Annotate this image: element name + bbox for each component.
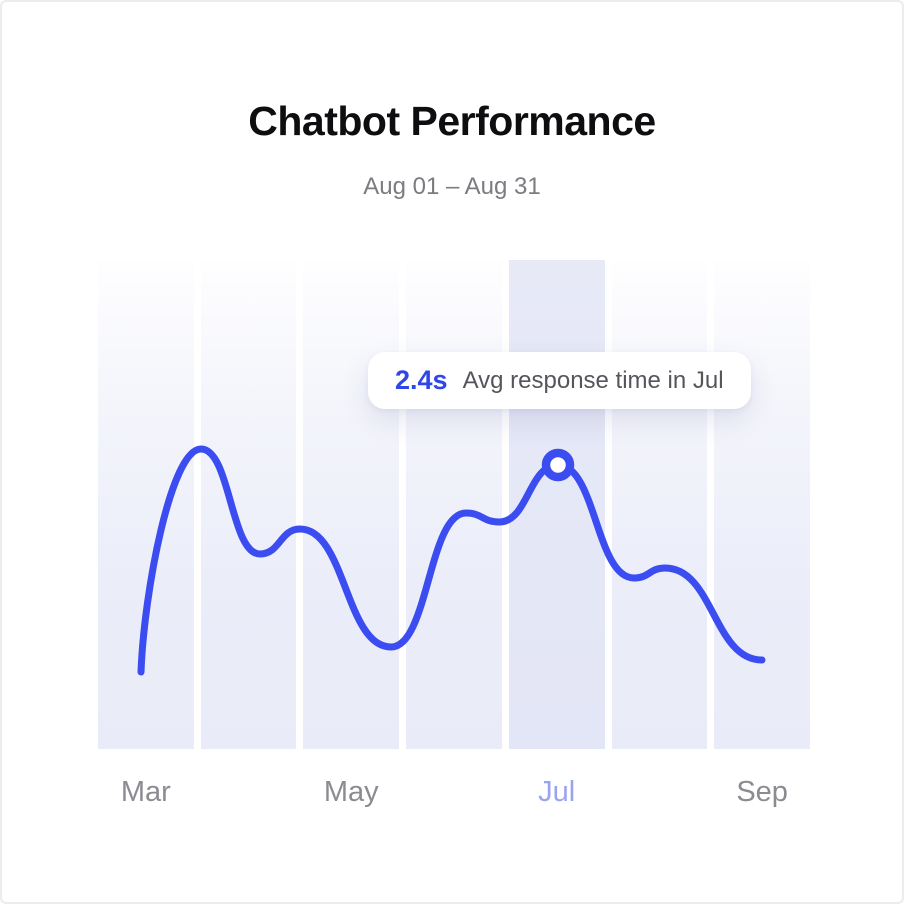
response-time-line-chart — [137, 445, 766, 676]
x-tick-label-mar: Mar — [120, 776, 171, 808]
tooltip-label: Avg response time in Jul — [462, 366, 724, 394]
month-column-mar — [98, 260, 194, 749]
x-axis-labels: Mar May Jul Sep — [98, 776, 810, 812]
card-header: Chatbot Performance Aug 01 – Aug 31 — [2, 98, 902, 201]
date-range-subtitle: Aug 01 – Aug 31 — [363, 173, 541, 200]
jul-data-point-marker[interactable] — [541, 448, 575, 482]
month-column-jun — [406, 260, 502, 749]
month-column-may — [303, 260, 400, 749]
month-column-apr — [200, 260, 297, 749]
month-column-aug — [611, 260, 708, 749]
data-point-tooltip: 2.4s Avg response time in Jul — [368, 352, 751, 409]
x-tick-label-jul: Jul — [538, 776, 576, 808]
x-tick-label-sep: Sep — [736, 776, 788, 808]
month-column-sep — [714, 260, 811, 749]
page-title: Chatbot Performance — [248, 98, 656, 144]
response-time-chart: 2.4s Avg response time in Jul — [98, 260, 811, 749]
response-time-line — [137, 445, 766, 676]
tooltip-value: 2.4s — [395, 365, 448, 395]
x-tick-label-may: May — [323, 776, 379, 808]
